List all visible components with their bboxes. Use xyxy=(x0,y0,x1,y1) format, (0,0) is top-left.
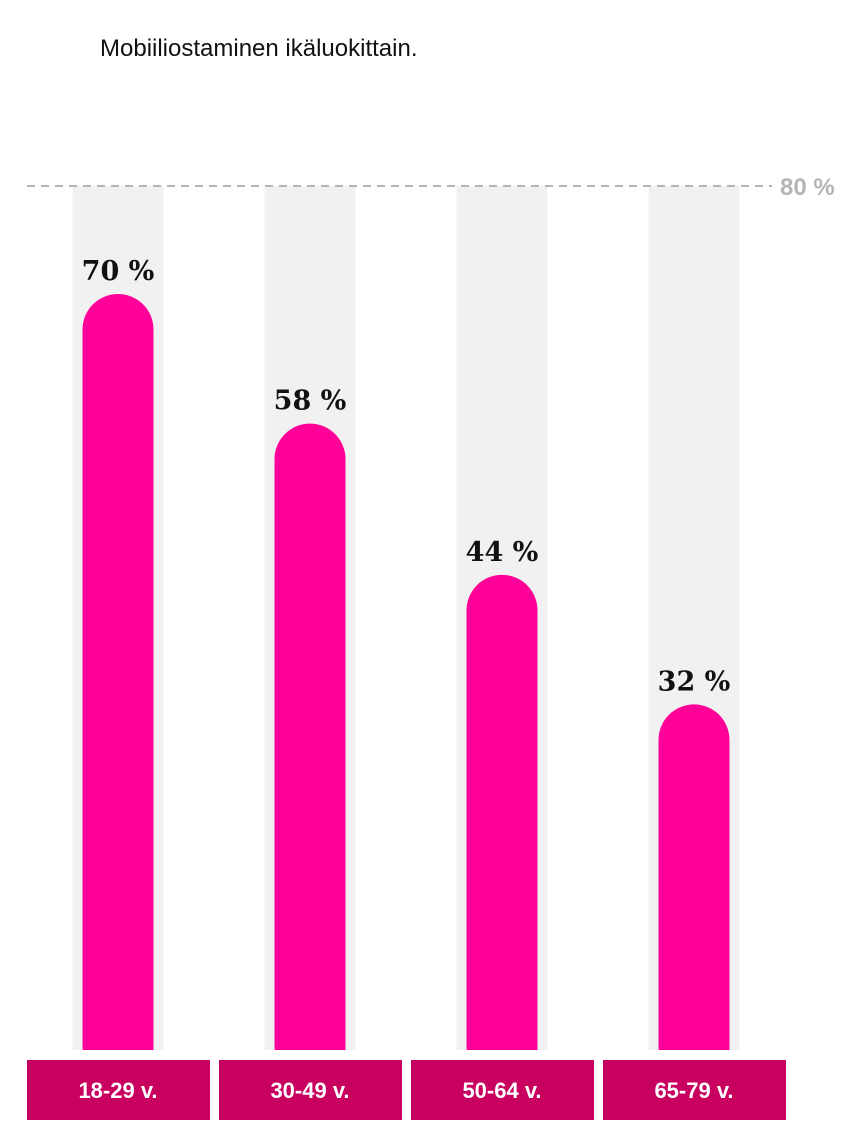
bar xyxy=(466,574,538,1050)
x-tick-label: 50-64 v. xyxy=(462,1078,541,1103)
category-box xyxy=(219,1060,402,1120)
value-label: 58 % xyxy=(274,386,347,417)
category-box xyxy=(411,1060,594,1120)
category-box xyxy=(603,1060,786,1120)
x-tick-label: 30-49 v. xyxy=(270,1078,349,1103)
bar xyxy=(658,704,730,1050)
category-box xyxy=(27,1060,210,1120)
value-label: 70 % xyxy=(82,256,155,287)
chart-title: Mobiiliostaminen ikäluokittain. xyxy=(100,35,417,62)
y-tick-label: 80 % xyxy=(780,174,835,201)
value-label: 32 % xyxy=(658,666,731,697)
bar xyxy=(274,423,346,1050)
bar xyxy=(82,293,154,1050)
value-label: 44 % xyxy=(466,537,539,568)
x-tick-label: 18-29 v. xyxy=(78,1078,157,1103)
x-tick-label: 65-79 v. xyxy=(654,1078,733,1103)
